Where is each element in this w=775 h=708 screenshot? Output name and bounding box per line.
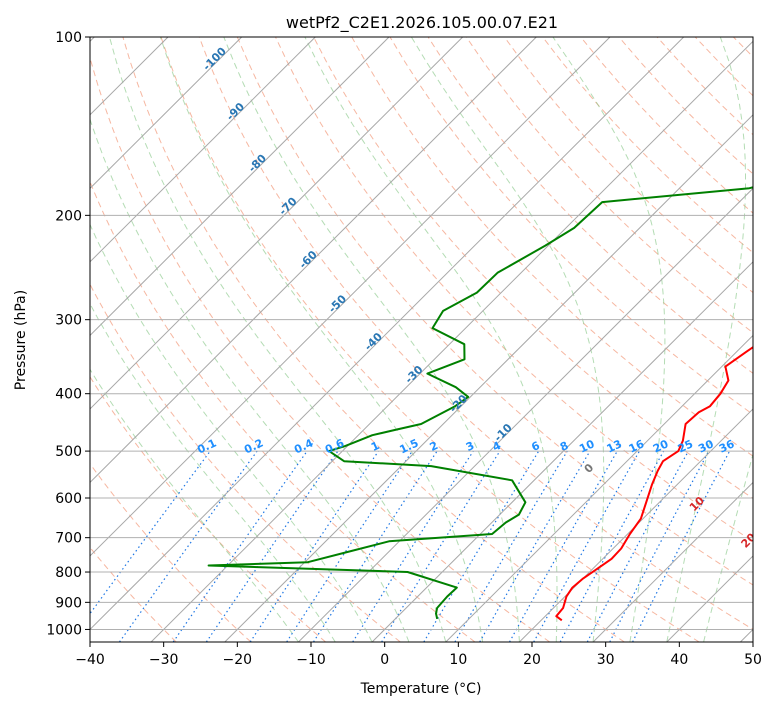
dewpoint-profile-line <box>207 186 753 620</box>
x-tick-label: −10 <box>296 652 326 668</box>
y-tick-label: 600 <box>55 491 82 507</box>
isotherm-line <box>90 37 464 410</box>
isotherm-line <box>90 37 611 557</box>
mixing-ratio-line <box>249 450 379 642</box>
data-series <box>207 186 753 622</box>
mixing-ratio-line <box>559 450 665 642</box>
isotherm-line <box>90 37 243 190</box>
x-tick-label: −20 <box>223 652 253 668</box>
x-axis-label: Temperature (°C) <box>360 681 482 697</box>
mixing-ratio-line <box>454 450 568 642</box>
isotherm-line <box>90 37 316 263</box>
y-tick-label: 400 <box>55 387 82 403</box>
dry-adiabat-line <box>122 37 625 642</box>
isotherm-line <box>90 37 685 631</box>
dry-adiabat-line <box>90 462 252 642</box>
mixing-ratio-label: 36 <box>717 437 737 455</box>
moist-adiabat-line <box>109 37 447 642</box>
x-axis: −40 −30 −20 −10 0 10 20 30 40 50 <box>75 642 762 668</box>
moist-adiabat-line <box>90 223 373 642</box>
moist-adiabat-line <box>703 452 753 642</box>
moist-adiabat-line <box>90 302 336 642</box>
x-tick-label: 30 <box>597 652 615 668</box>
moist-adiabat-line <box>159 37 484 642</box>
y-axis: 1000 900 800 700 600 500 400 300 200 100 <box>46 30 90 638</box>
isotherm-line <box>592 481 753 642</box>
mixing-ratio-label: 10 <box>577 437 597 455</box>
x-tick-label: −40 <box>75 652 105 668</box>
isotherm-line <box>519 408 753 642</box>
moist-adiabat-line <box>304 37 558 642</box>
dry-adiabat-line <box>160 37 700 642</box>
mixing-ratio-label: 20 <box>651 437 671 455</box>
mixing-ratio-line <box>586 450 689 642</box>
isotherm-line <box>371 261 753 642</box>
mixing-ratio-line <box>352 450 474 642</box>
moist-adiabat-line <box>666 37 746 642</box>
dry-adiabat-line <box>236 37 753 586</box>
isotherm-line <box>90 37 537 484</box>
y-tick-label: 800 <box>55 565 82 581</box>
mixing-ratio-label: 25 <box>676 437 695 455</box>
y-tick-label: 500 <box>55 444 82 460</box>
moist-adiabat-line <box>90 117 410 642</box>
y-axis-label: Pressure (hPa) <box>13 290 29 390</box>
y-tick-label: 300 <box>55 313 82 329</box>
dry-adiabat-line <box>275 37 753 542</box>
isotherm-line <box>90 37 390 337</box>
dry-adiabat-line <box>313 37 753 500</box>
dry-adiabat-line <box>90 55 550 642</box>
mixing-ratio-line <box>286 450 413 642</box>
temperature-profile-line <box>555 345 753 622</box>
y-tick-label: 100 <box>55 30 82 46</box>
x-tick-label: 10 <box>449 652 467 668</box>
isotherm-line <box>445 334 753 642</box>
y-tick-label: 900 <box>55 595 82 611</box>
mixing-ratio-line <box>312 450 438 642</box>
mixing-ratio-line <box>172 450 308 642</box>
y-tick-label: 700 <box>55 531 82 547</box>
x-tick-label: 40 <box>670 652 688 668</box>
moist-adiabat-line <box>552 37 666 642</box>
x-tick-label: 50 <box>744 652 762 668</box>
x-tick-label: −30 <box>149 652 179 668</box>
y-tick-label: 200 <box>55 208 82 224</box>
mixing-ratio-label: 13 <box>605 437 624 455</box>
plot-frame <box>89 36 754 643</box>
moist-adiabat-line <box>410 37 605 642</box>
dry-adiabat-line <box>503 37 753 294</box>
x-tick-label: 20 <box>523 652 541 668</box>
isotherm-line <box>224 114 753 642</box>
y-tick-label: 1000 <box>46 622 82 638</box>
mixing-ratio-label: 16 <box>627 437 647 455</box>
background-lines <box>90 37 753 642</box>
x-tick-label: 0 <box>380 652 389 668</box>
dry-adiabat-line <box>198 37 753 630</box>
mixing-ratio-label: 30 <box>696 437 716 455</box>
chart-title: wetPf2_C2E1.2026.105.00.07.E21 <box>286 13 558 33</box>
